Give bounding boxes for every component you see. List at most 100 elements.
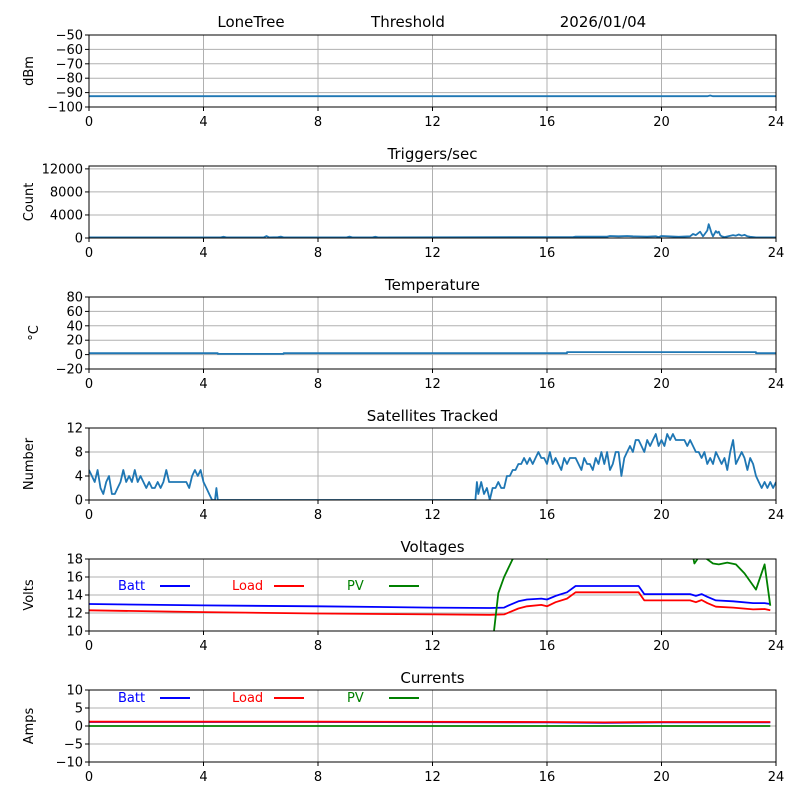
y-tick-label: 12 bbox=[66, 607, 83, 622]
x-tick-label: 16 bbox=[539, 770, 556, 785]
x-tick-label: 0 bbox=[85, 246, 93, 261]
y-tick-label: 40 bbox=[66, 319, 83, 334]
legend-label-load: Load bbox=[232, 579, 263, 594]
series-line-satellites bbox=[89, 433, 776, 500]
panel-satellites: 0 4 8 12 16 20 24 0 4 8 12 Satellites Tracked Number bbox=[22, 407, 784, 523]
x-tick-label: 20 bbox=[653, 377, 670, 392]
y-tick-label: 20 bbox=[66, 334, 83, 349]
series-line-batt bbox=[89, 585, 771, 609]
y-tick-label: −90 bbox=[56, 86, 83, 101]
y-tick-label: 80 bbox=[66, 291, 83, 306]
panel-triggers: 0 4 8 12 16 20 24 0 4000 8000 12000 Triggers/sec Cou… bbox=[22, 145, 784, 261]
series-line-signal bbox=[89, 94, 776, 98]
x-tick-label: 8 bbox=[314, 115, 322, 130]
header-station: LoneTree bbox=[217, 13, 284, 31]
panel-signal-strength: 0 4 8 12 16 20 24 −100−90−80−70−60−50 dBm bbox=[22, 29, 784, 131]
y-tick-label: 8000 bbox=[50, 185, 83, 200]
x-tick-label: 16 bbox=[539, 246, 556, 261]
y-tick-label: −10 bbox=[56, 756, 83, 771]
x-tick-label: 20 bbox=[653, 115, 670, 130]
y-axis-label: °C bbox=[27, 325, 42, 341]
legend-label-load: Load bbox=[232, 691, 263, 706]
x-tick-label: 16 bbox=[539, 115, 556, 130]
x-tick-label: 4 bbox=[199, 508, 207, 523]
x-tick-label: 0 bbox=[85, 377, 93, 392]
y-tick-label: 0 bbox=[75, 720, 83, 735]
y-tick-label: −60 bbox=[56, 43, 83, 58]
x-tick-label: 8 bbox=[314, 639, 322, 654]
x-tick-label: 16 bbox=[539, 639, 556, 654]
y-tick-label: 18 bbox=[66, 553, 83, 568]
x-tick-label: 8 bbox=[314, 246, 322, 261]
y-tick-label: 12000 bbox=[42, 162, 83, 177]
x-tick-label: 4 bbox=[199, 377, 207, 392]
panel-title: Satellites Tracked bbox=[367, 407, 498, 425]
x-tick-label: 20 bbox=[653, 639, 670, 654]
series-line-load bbox=[89, 591, 771, 616]
y-axis-label: Volts bbox=[22, 579, 37, 611]
y-tick-label: 0 bbox=[75, 232, 83, 247]
x-tick-label: 4 bbox=[199, 115, 207, 130]
legend-label-pv: PV bbox=[347, 579, 364, 594]
x-tick-label: 0 bbox=[85, 508, 93, 523]
y-tick-label: −80 bbox=[56, 72, 83, 87]
header-mode: Threshold bbox=[370, 13, 445, 31]
y-tick-label: 12 bbox=[66, 422, 83, 437]
y-tick-label: 16 bbox=[66, 571, 83, 586]
panel-currents: 0 4 8 12 16 20 24 −10 −5 0 5 10 Currents Amps Batt Load… bbox=[22, 669, 784, 785]
x-tick-label: 24 bbox=[768, 115, 785, 130]
x-tick-label: 12 bbox=[424, 508, 441, 523]
x-tick-label: 4 bbox=[199, 639, 207, 654]
y-tick-label: −50 bbox=[56, 29, 83, 44]
y-tick-label: 10 bbox=[66, 625, 83, 640]
x-tick-label: 24 bbox=[768, 770, 785, 785]
panel-voltages: 0 4 8 12 16 20 24 10 12 14 16 18 Voltages Volts Batt Lo… bbox=[22, 538, 784, 654]
x-tick-label: 12 bbox=[424, 770, 441, 785]
panel-title: Triggers/sec bbox=[387, 145, 478, 163]
y-axis-label: Count bbox=[22, 183, 37, 222]
legend-label-batt: Batt bbox=[118, 579, 145, 594]
series-line-temperature bbox=[89, 351, 776, 355]
x-tick-label: 12 bbox=[424, 377, 441, 392]
y-tick-label: 0 bbox=[75, 494, 83, 509]
x-tick-label: 4 bbox=[199, 246, 207, 261]
legend-label-pv: PV bbox=[347, 691, 364, 706]
x-tick-label: 24 bbox=[768, 639, 785, 654]
x-tick-label: 16 bbox=[539, 508, 556, 523]
y-tick-label: −100 bbox=[47, 101, 83, 116]
x-tick-label: 0 bbox=[85, 770, 93, 785]
x-tick-label: 0 bbox=[85, 115, 93, 130]
x-tick-label: 20 bbox=[653, 246, 670, 261]
x-tick-label: 12 bbox=[424, 115, 441, 130]
x-tick-label: 24 bbox=[768, 508, 785, 523]
y-tick-label: 8 bbox=[75, 446, 83, 461]
panel-title: Currents bbox=[400, 669, 464, 687]
x-tick-label: 8 bbox=[314, 770, 322, 785]
x-tick-label: 24 bbox=[768, 246, 785, 261]
panel-title: Voltages bbox=[400, 538, 464, 556]
x-tick-label: 8 bbox=[314, 377, 322, 392]
x-tick-label: 0 bbox=[85, 639, 93, 654]
series-line-triggers bbox=[89, 223, 776, 238]
y-tick-label: 14 bbox=[66, 589, 83, 604]
x-tick-label: 20 bbox=[653, 508, 670, 523]
x-tick-label: 24 bbox=[768, 377, 785, 392]
y-tick-label: 5 bbox=[75, 702, 83, 717]
x-tick-label: 8 bbox=[314, 508, 322, 523]
y-tick-label: 4 bbox=[75, 470, 83, 485]
x-tick-label: 4 bbox=[199, 770, 207, 785]
header-date: 2026/01/04 bbox=[560, 13, 646, 31]
x-tick-label: 12 bbox=[424, 639, 441, 654]
y-tick-label: 60 bbox=[66, 305, 83, 320]
y-tick-label: 4000 bbox=[50, 208, 83, 223]
x-tick-label: 20 bbox=[653, 770, 670, 785]
panel-title: Temperature bbox=[384, 276, 480, 294]
y-axis-label: Amps bbox=[22, 707, 37, 744]
legend-label-batt: Batt bbox=[118, 691, 145, 706]
y-axis-label: Number bbox=[22, 437, 37, 490]
series-line-pv bbox=[493, 559, 772, 631]
